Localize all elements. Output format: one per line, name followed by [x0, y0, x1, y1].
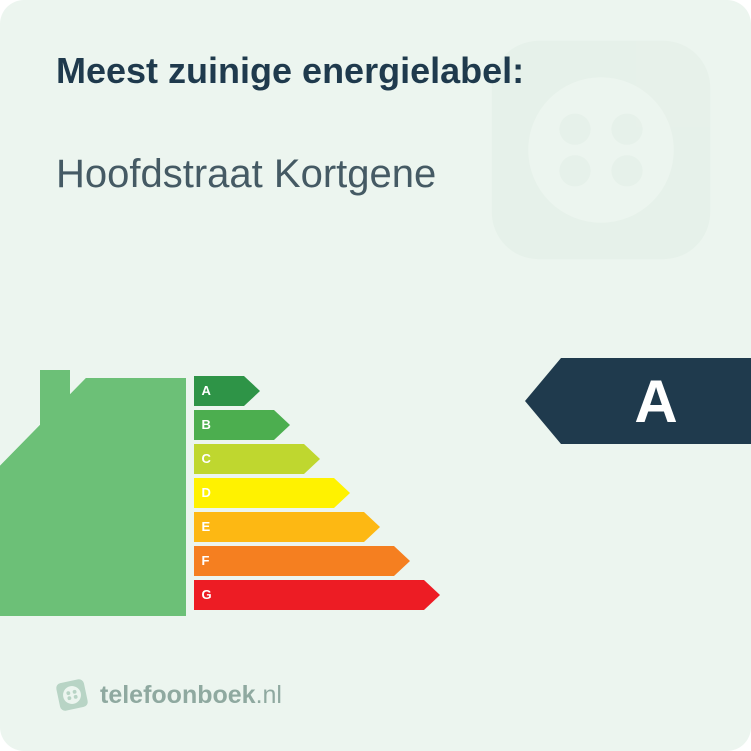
energy-bar-label: B — [202, 410, 211, 440]
energy-bar-arrow — [244, 376, 260, 406]
energy-bar-arrow — [394, 546, 410, 576]
energy-bar-label: C — [202, 444, 211, 474]
card-subtitle: Hoofdstraat Kortgene — [56, 152, 695, 197]
energy-bar-arrow — [304, 444, 320, 474]
energy-bar-label: F — [202, 546, 210, 576]
energy-bar-body — [194, 512, 364, 542]
footer-logo-icon — [53, 676, 91, 714]
energy-bar-body — [194, 580, 424, 610]
energy-bar-label: D — [202, 478, 211, 508]
energy-bar-label: G — [202, 580, 212, 610]
footer-brand: telefoonboek.nl — [100, 681, 282, 710]
energy-bar-label: A — [202, 376, 211, 406]
energy-bar-body — [194, 478, 334, 508]
card-title: Meest zuinige energielabel: — [56, 50, 695, 92]
energy-bar-body — [194, 546, 394, 576]
energy-bar-label: E — [202, 512, 211, 542]
rating-badge: A — [525, 358, 751, 444]
energy-bar-arrow — [364, 512, 380, 542]
footer-brand-bold: telefoonboek — [100, 681, 256, 709]
energy-bar-arrow — [274, 410, 290, 440]
rating-value: A — [561, 358, 751, 444]
energy-bar-arrow — [424, 580, 440, 610]
footer-brand-light: .nl — [256, 681, 282, 709]
rating-arrow — [525, 358, 561, 444]
footer: telefoonboek.nl — [56, 679, 282, 711]
chimney-icon — [0, 370, 186, 620]
energy-bar-arrow — [334, 478, 350, 508]
energy-card: Meest zuinige energielabel: Hoofdstraat … — [0, 0, 751, 751]
